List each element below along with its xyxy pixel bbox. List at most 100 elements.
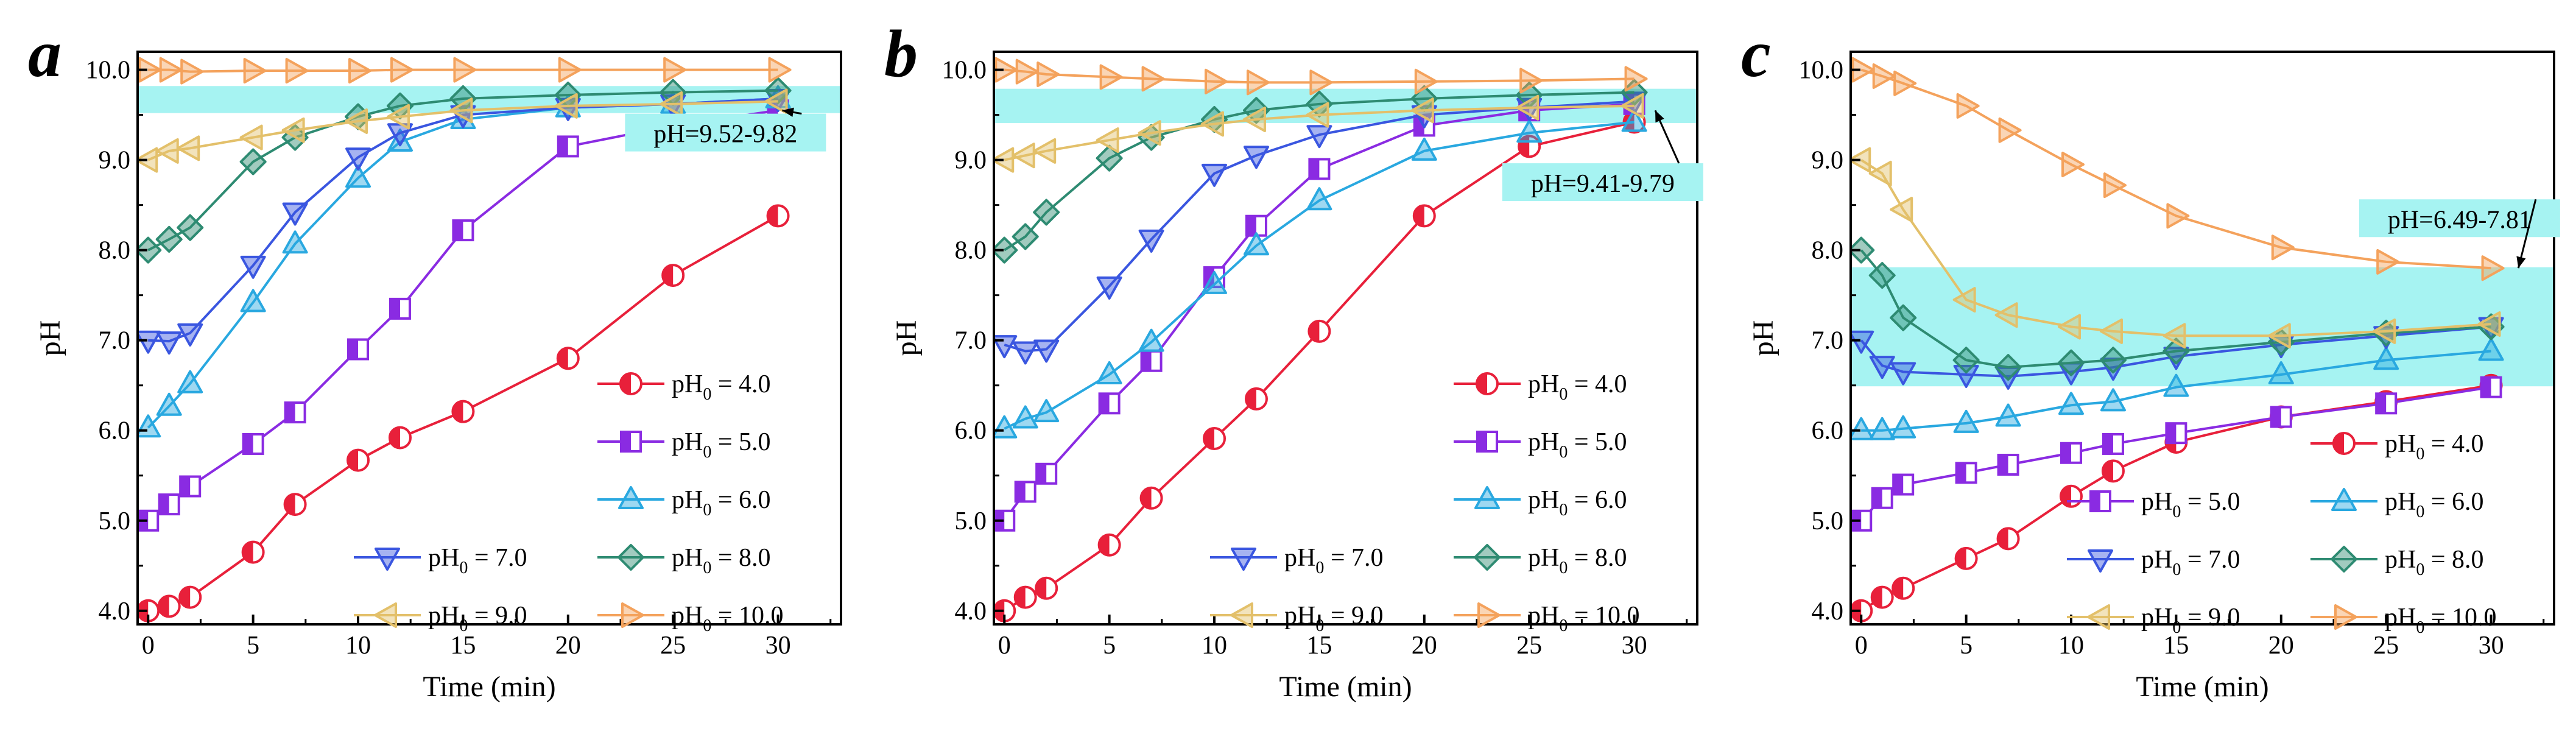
data-point (177, 135, 200, 161)
data-point (348, 58, 372, 84)
data-point (2058, 349, 2085, 376)
series-line (1860, 249, 2491, 369)
data-point (556, 347, 580, 370)
data-point (1036, 62, 1060, 88)
x-tick-label: 0 (1855, 632, 1868, 660)
data-point (155, 138, 179, 164)
data-point (178, 585, 202, 609)
data-point (2099, 347, 2127, 374)
data-point (1997, 453, 2019, 476)
legend-label: pH0 = 10.0 (2385, 604, 2497, 637)
data-point (1035, 462, 1058, 485)
data-point (1998, 117, 2022, 143)
annotation-box (625, 113, 826, 152)
data-point (1015, 58, 1039, 85)
legend-entry: pH0 = 6.0 (2310, 488, 2484, 521)
data-point (660, 91, 683, 117)
data-point (345, 164, 371, 188)
x-tick-label: 20 (1412, 632, 1437, 660)
y-axis-label: pH (1747, 320, 1779, 356)
legend-marker (2088, 549, 2113, 573)
data-point (389, 297, 411, 320)
data-point (1621, 108, 1647, 132)
data-point (1205, 68, 1228, 94)
data-point (177, 323, 203, 347)
legend-entry: pH0 = 8.0 (597, 544, 771, 577)
legend-marker (619, 372, 642, 395)
data-point (242, 432, 264, 455)
data-point (764, 88, 788, 115)
data-point (1411, 137, 1437, 161)
y-tick-label: 7.0 (1812, 327, 1844, 355)
legend-marker (618, 486, 644, 509)
plot-frame (136, 51, 842, 626)
data-point (1246, 69, 1270, 96)
legend-label: pH0 = 5.0 (1528, 428, 1627, 462)
data-point (1243, 232, 1269, 256)
legend: pH0 = 4.0 pH0 = 5.0 pH0 = 6.0 pH0 = 7.0 pH0 … (1210, 370, 1640, 635)
legend-marker (1476, 372, 1499, 395)
legend-entry: pH0 = 8.0 (2310, 546, 2484, 579)
legend-marker (618, 544, 644, 571)
data-point (1035, 576, 1058, 600)
data-point (1851, 599, 1873, 622)
data-point (1013, 585, 1037, 609)
data-point (1892, 473, 1915, 496)
data-point (2481, 255, 2505, 281)
series-line (147, 100, 778, 161)
chart-panel-a: 0 5 10 15 20 25 30 4.0 5.0 6.0 7.0 8.0 9.0 10.0 Time (… (28, 16, 842, 703)
x-tick-label: 30 (2479, 632, 2504, 660)
legend-entry: pH0 = 8.0 (1454, 544, 1627, 577)
legend-entry: pH0 = 7.0 (1210, 544, 1384, 577)
y-tick-label: 6.0 (955, 417, 987, 445)
panel-letter: a (28, 16, 62, 91)
legend-entry: pH0 = 10.0 (1454, 602, 1640, 635)
data-point (390, 57, 413, 83)
legend-marker (375, 548, 400, 571)
data-point (179, 475, 202, 498)
data-point (1871, 487, 1893, 509)
data-point (1410, 97, 1434, 124)
data-point (1893, 70, 1917, 96)
data-point (387, 129, 413, 152)
data-point (158, 493, 180, 516)
data-point (2058, 392, 2085, 415)
annotation-text: pH=6.49-7.81 (2388, 206, 2532, 234)
arrow-head-icon (782, 107, 794, 117)
y-tick-label: 5.0 (1812, 507, 1844, 535)
legend-marker (1231, 548, 1256, 571)
legend-entry: pH0 = 5.0 (597, 428, 771, 462)
data-point (1014, 481, 1036, 503)
legend-label: pH0 = 7.0 (428, 544, 527, 577)
x-tick-label: 15 (450, 632, 476, 660)
data-point (1870, 585, 1894, 609)
series-line (1860, 68, 2491, 270)
data-point (155, 225, 183, 253)
x-tick-label: 15 (2163, 632, 2189, 660)
data-point (347, 448, 370, 472)
data-point (243, 58, 267, 84)
data-point (281, 117, 305, 143)
data-point (156, 331, 182, 355)
data-point (1516, 94, 1540, 121)
data-point (1869, 356, 1895, 379)
data-point (388, 426, 412, 450)
data-point (138, 236, 162, 264)
data-point (1309, 69, 1333, 96)
legend-label: pH0 = 7.0 (2141, 546, 2240, 579)
legend-marker (1477, 602, 1501, 628)
legend-marker (2331, 488, 2357, 511)
data-point (1012, 143, 1035, 169)
data-point (2163, 323, 2186, 349)
data-point (1956, 93, 1980, 119)
data-point (2166, 203, 2190, 229)
data-point (1869, 417, 1895, 440)
legend-label: pH0 = 8.0 (672, 544, 771, 577)
data-point (1890, 304, 1917, 331)
legend-entry: pH0 = 5.0 (1454, 428, 1627, 462)
x-tick-label: 30 (1622, 632, 1647, 660)
data-point (138, 330, 161, 354)
data-point (1012, 223, 1039, 250)
data-point (386, 92, 413, 119)
x-axis-label: Time (min) (2136, 671, 2268, 703)
